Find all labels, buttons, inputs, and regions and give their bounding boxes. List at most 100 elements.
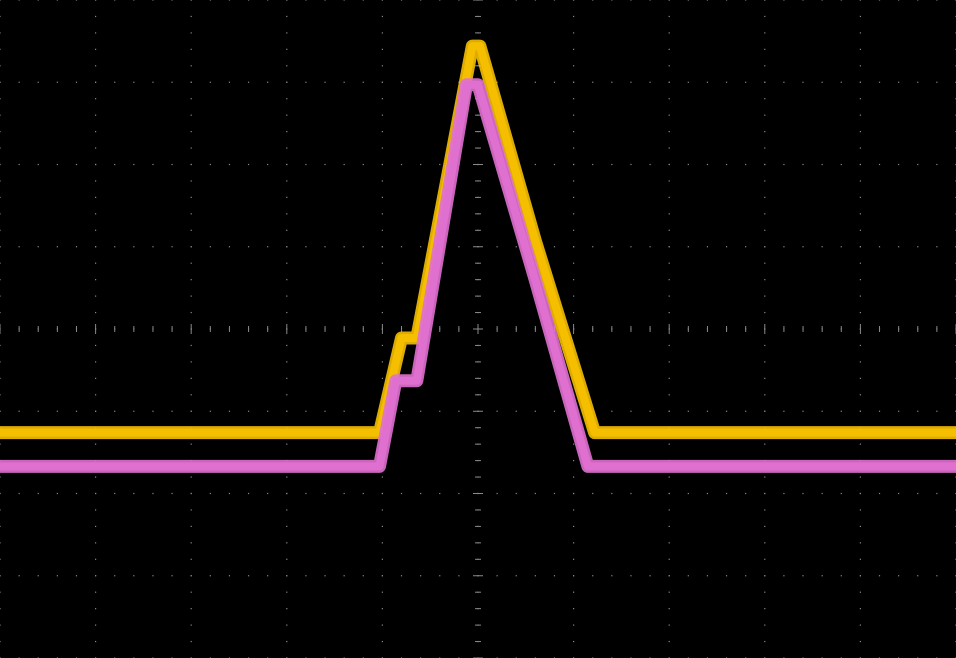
- grid-dot: [247, 492, 250, 495]
- grid-dot: [0, 443, 1, 445]
- grid-dot: [209, 492, 211, 495]
- grid-dot: [439, 163, 441, 166]
- grid-dot: [190, 591, 192, 593]
- grid-dot: [286, 0, 288, 1]
- grid-dot: [95, 147, 97, 149]
- grid-dot: [630, 163, 632, 166]
- grid-dot: [95, 410, 97, 412]
- grid-dot: [573, 295, 575, 297]
- grid-dot: [381, 262, 383, 264]
- grid-dot: [400, 492, 403, 495]
- grid-dot: [840, 0, 842, 1]
- grid-dot: [114, 575, 116, 577]
- grid-dot: [343, 492, 345, 495]
- grid-dot: [439, 575, 441, 577]
- grid-dot: [381, 65, 383, 67]
- grid-dot: [171, 163, 173, 166]
- grid-dot: [668, 558, 670, 560]
- grid-dot: [745, 0, 747, 1]
- grid-dot: [878, 575, 881, 577]
- grid-dot: [553, 246, 556, 248]
- grid-dot: [706, 0, 709, 1]
- grid-dot: [573, 114, 575, 116]
- grid-dot: [190, 81, 192, 83]
- grid-dot: [668, 0, 670, 1]
- grid-dot: [859, 295, 861, 297]
- grid-dot: [764, 15, 766, 18]
- grid-dot: [190, 492, 192, 495]
- grid-dot: [859, 542, 861, 544]
- grid-dot: [381, 229, 383, 231]
- grid-dot: [381, 213, 383, 215]
- grid-dot: [553, 0, 556, 1]
- grid-dot: [95, 591, 97, 593]
- grid-dot: [133, 575, 135, 577]
- grid-dot: [573, 0, 575, 1]
- grid-dot: [592, 163, 594, 166]
- grid-dot: [840, 492, 842, 495]
- grid-dot: [0, 15, 1, 18]
- grid-dot: [247, 81, 250, 83]
- grid-dot: [267, 0, 269, 1]
- grid-dot: [573, 65, 575, 67]
- grid-dot: [764, 410, 766, 412]
- grid-dot: [381, 525, 383, 527]
- grid-dot: [286, 81, 288, 83]
- grid-dot: [381, 295, 383, 297]
- grid-dot: [362, 81, 364, 83]
- grid-dot: [381, 32, 383, 34]
- grid-dot: [936, 492, 938, 495]
- grid-dot: [420, 575, 422, 577]
- grid-dot: [381, 147, 383, 149]
- grid-dot: [898, 246, 900, 248]
- grid-dot: [573, 98, 575, 100]
- grid-dot: [687, 0, 689, 1]
- grid-dot: [592, 0, 594, 1]
- grid-dot: [133, 246, 135, 248]
- grid-dot: [706, 163, 709, 166]
- grid-dot: [859, 196, 861, 198]
- grid-dot: [190, 295, 192, 297]
- grid-dot: [381, 509, 383, 511]
- grid-dot: [859, 147, 861, 149]
- grid-dot: [859, 0, 861, 1]
- grid-dot: [496, 246, 498, 248]
- grid-dot: [400, 81, 403, 83]
- grid-dot: [0, 509, 1, 511]
- grid-dot: [95, 131, 97, 133]
- grid-dot: [783, 575, 785, 577]
- grid-dot: [381, 48, 383, 50]
- grid-dot: [898, 492, 900, 495]
- grid-dot: [573, 542, 575, 544]
- grid-dot: [917, 410, 919, 412]
- grid-dot: [190, 262, 192, 264]
- grid-dot: [95, 98, 97, 100]
- grid-dot: [190, 443, 192, 445]
- grid-dot: [534, 575, 536, 577]
- grid-dot: [668, 279, 670, 281]
- grid-dot: [687, 492, 689, 495]
- grid-dot: [247, 410, 250, 412]
- grid-dot: [305, 0, 307, 1]
- grid-dot: [630, 492, 632, 495]
- grid-dot: [668, 476, 670, 478]
- grid-dot: [859, 65, 861, 67]
- grid-dot: [209, 81, 211, 83]
- grid-dot: [381, 640, 383, 643]
- grid-dot: [859, 608, 861, 610]
- grid-dot: [439, 410, 441, 412]
- grid-dot: [668, 147, 670, 149]
- grid-dot: [381, 542, 383, 544]
- grid-dot: [630, 246, 632, 248]
- grid-dot: [381, 246, 383, 248]
- grid-dot: [171, 410, 173, 412]
- grid-dot: [630, 0, 632, 1]
- grid-dot: [821, 0, 823, 1]
- grid-dot: [190, 0, 192, 1]
- grid-dot: [95, 361, 97, 363]
- grid-dot: [764, 640, 766, 643]
- grid-dot: [668, 81, 670, 83]
- grid-dot: [228, 575, 231, 577]
- grid-dot: [573, 147, 575, 149]
- grid-dot: [171, 575, 173, 577]
